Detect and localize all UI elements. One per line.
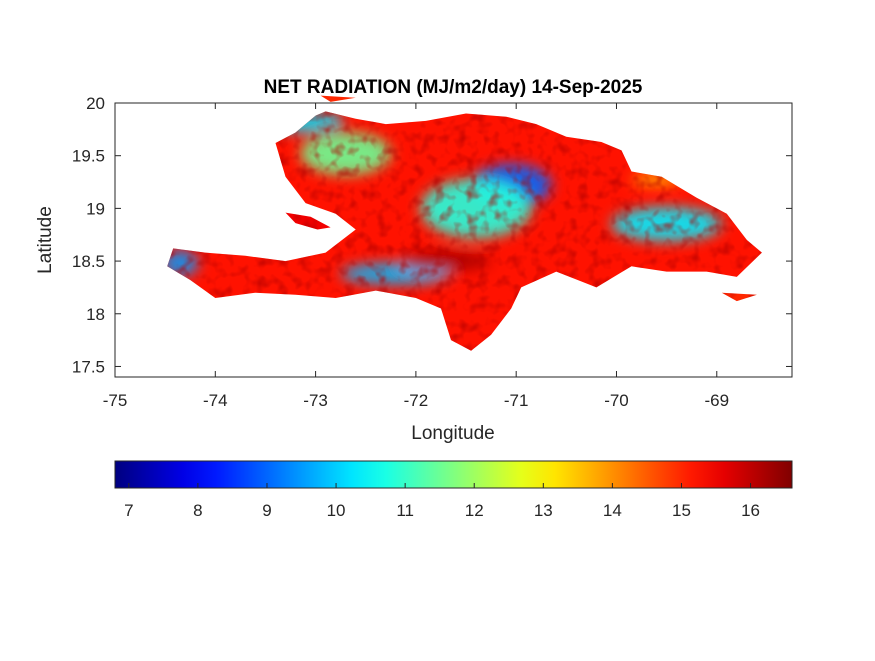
x-tick-label: -72 [404, 391, 429, 410]
colorbar [114, 460, 793, 489]
field-texture [167, 103, 762, 351]
chart-title: NET RADIATION (MJ/m2/day) 14-Sep-2025 [264, 77, 643, 98]
axes-box [114, 102, 793, 378]
y-tick-label: 19.5 [72, 147, 105, 166]
y-tick-label: 17.5 [72, 357, 105, 376]
y-tick-label: 18.5 [72, 252, 105, 271]
x-axis-ticks: -75 -74 -73 -72 -71 -70 -69 [103, 103, 729, 410]
field-anomalies [167, 103, 762, 351]
x-tick-label: -70 [604, 391, 629, 410]
x-axis-label: Longitude [411, 423, 494, 444]
y-tick-label: 19 [86, 199, 105, 218]
colorbar-tick-label: 9 [262, 501, 271, 520]
colorbar-tick-label: 10 [327, 501, 346, 520]
colorbar-tick-label: 16 [741, 501, 760, 520]
x-tick-label: -69 [704, 391, 729, 410]
colorbar-tick-label: 7 [124, 501, 133, 520]
x-tick-label: -75 [103, 391, 128, 410]
y-axis-label: Latitude [35, 206, 56, 274]
colorbar-tick-label: 8 [193, 501, 202, 520]
colorbar-tick-label: 12 [465, 501, 484, 520]
y-axis-ticks: 17.5 18 18.5 19 19.5 20 [72, 94, 792, 376]
x-tick-label: -74 [203, 391, 228, 410]
colorbar-tick-label: 13 [534, 501, 553, 520]
x-tick-label: -73 [303, 391, 328, 410]
x-tick-label: -71 [504, 391, 529, 410]
y-tick-label: 20 [86, 94, 105, 113]
map-layer [167, 95, 762, 351]
y-tick-label: 18 [86, 305, 105, 324]
land-region [320, 95, 356, 102]
colorbar-tick-label: 14 [603, 501, 622, 520]
colorbar-tick-label: 11 [396, 501, 414, 520]
colorbar-ticks: 7 8 9 10 11 12 13 14 15 16 [124, 483, 760, 520]
colorbar-tick-label: 15 [672, 501, 691, 520]
